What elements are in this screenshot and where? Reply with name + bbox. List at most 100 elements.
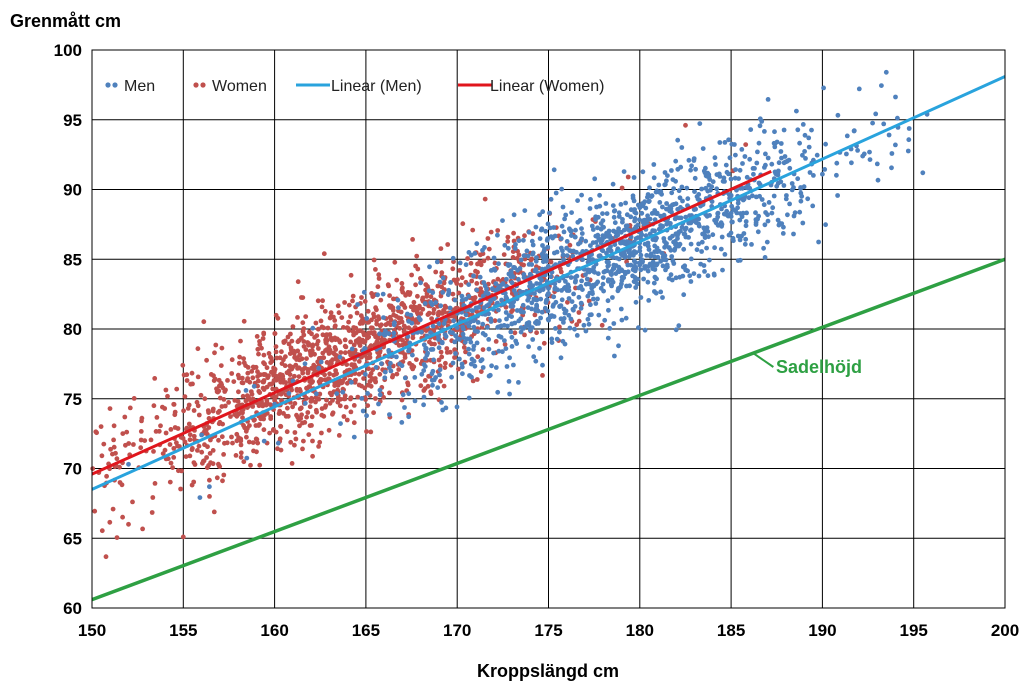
women-point bbox=[576, 310, 582, 315]
men-point bbox=[550, 235, 555, 241]
men-point bbox=[207, 484, 212, 490]
women-point bbox=[478, 369, 484, 374]
women-point bbox=[394, 277, 400, 283]
women-point bbox=[207, 494, 212, 499]
men-point bbox=[759, 197, 765, 202]
men-point bbox=[802, 132, 808, 138]
women-point bbox=[120, 514, 125, 520]
men-point bbox=[663, 257, 669, 263]
women-point bbox=[362, 339, 368, 344]
women-point bbox=[371, 410, 376, 416]
women-point bbox=[475, 354, 481, 360]
men-point bbox=[661, 236, 667, 241]
x-tick-label-170: 170 bbox=[443, 621, 471, 640]
women-point bbox=[211, 509, 217, 515]
men-point bbox=[364, 316, 370, 321]
men-point bbox=[450, 255, 456, 261]
men-point bbox=[791, 185, 796, 190]
men-point bbox=[707, 213, 712, 218]
women-point bbox=[277, 355, 283, 361]
men-point bbox=[639, 210, 645, 216]
men-point bbox=[463, 312, 469, 318]
women-point bbox=[529, 256, 535, 262]
men-point bbox=[737, 257, 743, 263]
women-point bbox=[299, 356, 305, 362]
women-point bbox=[207, 451, 213, 456]
men-point bbox=[446, 290, 452, 295]
women-point bbox=[228, 414, 233, 419]
women-point bbox=[304, 356, 309, 361]
women-point bbox=[237, 354, 243, 360]
men-point bbox=[677, 195, 683, 201]
men-point bbox=[526, 295, 532, 301]
women-point bbox=[338, 350, 344, 355]
women-point bbox=[381, 395, 386, 400]
women-point bbox=[282, 338, 288, 344]
men-point bbox=[795, 176, 801, 182]
women-point bbox=[253, 364, 259, 370]
women-point bbox=[418, 276, 423, 281]
women-point bbox=[225, 378, 230, 383]
men-point bbox=[606, 277, 611, 282]
men-point bbox=[746, 195, 752, 201]
men-point bbox=[480, 331, 486, 336]
women-point bbox=[576, 318, 582, 324]
women-point bbox=[368, 343, 374, 349]
women-point bbox=[238, 450, 244, 456]
men-point bbox=[893, 94, 898, 100]
men-point bbox=[805, 196, 811, 202]
men-point bbox=[529, 300, 535, 306]
women-point bbox=[249, 391, 255, 397]
men-point bbox=[806, 144, 812, 150]
women-point bbox=[292, 401, 298, 406]
men-point bbox=[851, 128, 857, 134]
men-point bbox=[697, 121, 703, 126]
men-point bbox=[642, 327, 648, 333]
men-point bbox=[486, 346, 492, 352]
men-point bbox=[719, 206, 724, 212]
men-point bbox=[722, 252, 728, 257]
men-point bbox=[762, 129, 767, 134]
women-point bbox=[272, 394, 277, 400]
men-point bbox=[551, 294, 557, 300]
women-point bbox=[326, 427, 332, 433]
women-point bbox=[191, 479, 197, 485]
women-point bbox=[120, 431, 126, 436]
men-point bbox=[823, 141, 828, 147]
men-point bbox=[744, 185, 750, 191]
men-point bbox=[547, 313, 553, 319]
women-point bbox=[257, 462, 263, 468]
women-point bbox=[511, 230, 516, 236]
women-point bbox=[330, 398, 335, 403]
men-point bbox=[424, 352, 430, 358]
women-point bbox=[195, 403, 201, 409]
men-point bbox=[735, 200, 741, 206]
women-point bbox=[398, 309, 404, 315]
men-point bbox=[558, 236, 564, 242]
men-point bbox=[811, 173, 816, 178]
men-point bbox=[567, 227, 572, 232]
women-point bbox=[261, 427, 267, 433]
women-point bbox=[187, 453, 193, 459]
men-point bbox=[689, 163, 694, 169]
women-point bbox=[348, 272, 354, 278]
women-point bbox=[333, 368, 338, 373]
men-point bbox=[489, 363, 494, 369]
women-point bbox=[138, 437, 144, 443]
women-point bbox=[241, 356, 247, 361]
men-point bbox=[539, 277, 544, 283]
men-point bbox=[632, 226, 638, 232]
women-point bbox=[320, 332, 326, 338]
women-point bbox=[171, 455, 177, 460]
women-point bbox=[512, 330, 518, 336]
men-point bbox=[516, 238, 522, 244]
women-point bbox=[239, 409, 244, 415]
men-point bbox=[382, 332, 388, 338]
men-point bbox=[496, 333, 502, 339]
women-point bbox=[229, 371, 235, 376]
women-point bbox=[174, 386, 180, 392]
women-point bbox=[189, 447, 195, 453]
men-point bbox=[539, 226, 545, 232]
men-point bbox=[753, 217, 759, 223]
women-point bbox=[330, 350, 336, 356]
